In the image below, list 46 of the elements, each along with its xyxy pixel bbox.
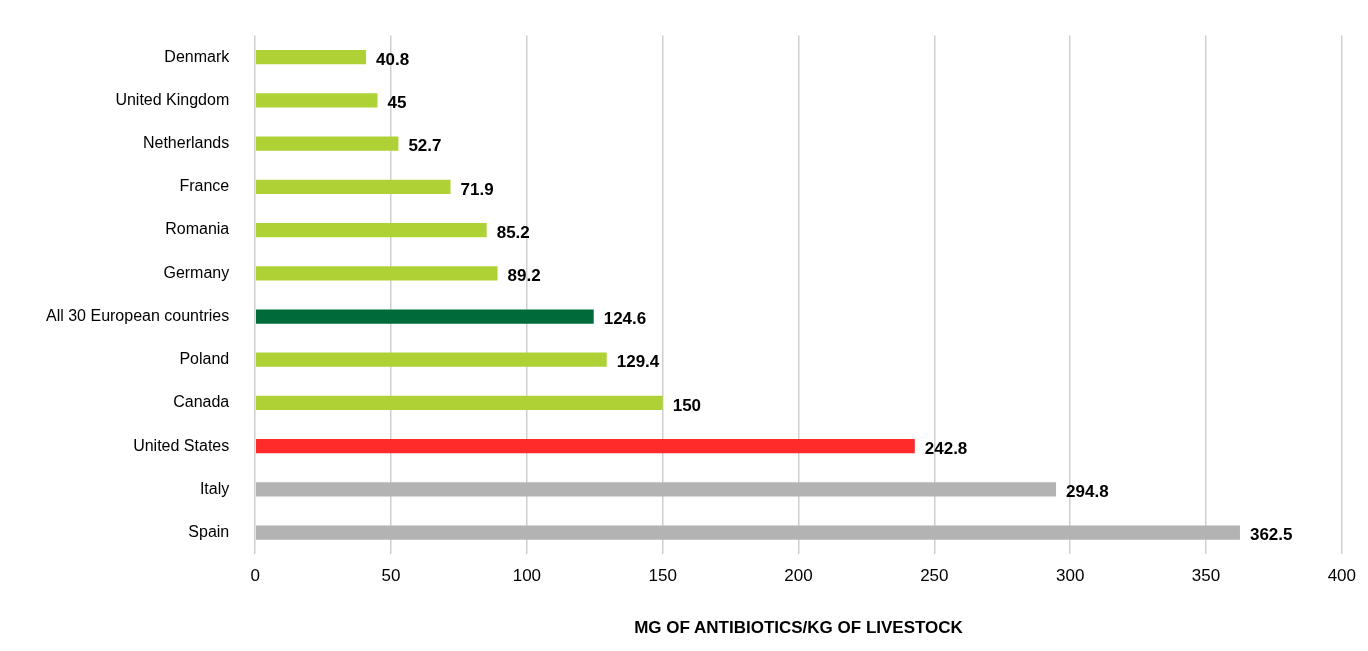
bar	[255, 50, 367, 65]
bar	[255, 352, 607, 367]
bar	[255, 525, 1240, 540]
data-label: 124.6	[603, 309, 647, 329]
bar	[255, 482, 1057, 497]
y-tick-label: Spain	[188, 523, 230, 540]
bar	[255, 395, 663, 411]
y-tick-label: Canada	[173, 393, 230, 411]
bar	[255, 93, 378, 108]
y-tick-label: United States	[133, 436, 230, 454]
x-tick-label: 300	[1055, 566, 1085, 586]
data-label: 85.2	[496, 222, 530, 242]
x-tick-label: 350	[1191, 566, 1221, 586]
data-label: 129.4	[616, 352, 660, 372]
x-tick-label: 150	[648, 566, 677, 586]
y-tick-label: Romania	[165, 220, 230, 238]
y-tick-label: United Kingdom	[115, 90, 230, 108]
data-label: 71.9	[460, 179, 494, 199]
y-tick-label: All 30 European countries	[45, 306, 230, 324]
data-label: 52.7	[408, 136, 442, 156]
y-tick-label: France	[179, 177, 230, 195]
x-axis-title: MG OF ANTIBIOTICS/KG OF LIVESTOCK	[634, 618, 964, 638]
y-tick-label: Denmark	[164, 47, 231, 65]
x-tick-label: 0	[250, 566, 260, 586]
y-tick-label: Italy	[199, 479, 230, 497]
y-tick-label: Germany	[163, 263, 230, 281]
data-label: 40.8	[376, 49, 410, 69]
bar	[255, 136, 399, 151]
data-label: 294.8	[1066, 482, 1109, 502]
bar	[255, 222, 487, 238]
bar	[255, 266, 498, 281]
data-label: 362.5	[1249, 525, 1293, 545]
data-label: 150	[672, 395, 702, 415]
data-label: 89.2	[507, 265, 541, 285]
x-tick-label: 250	[920, 566, 949, 586]
bar	[255, 439, 915, 454]
data-label: 242.8	[924, 438, 968, 458]
x-tick-label: 200	[784, 566, 813, 586]
x-tick-label: 400	[1327, 566, 1357, 586]
y-tick-label: Netherlands	[142, 134, 230, 152]
y-tick-label: Poland	[179, 350, 230, 368]
bar	[255, 179, 451, 194]
x-tick-label: 50	[381, 566, 401, 586]
data-label: 45	[387, 93, 407, 113]
bar	[255, 309, 594, 324]
x-tick-label: 100	[512, 566, 542, 586]
